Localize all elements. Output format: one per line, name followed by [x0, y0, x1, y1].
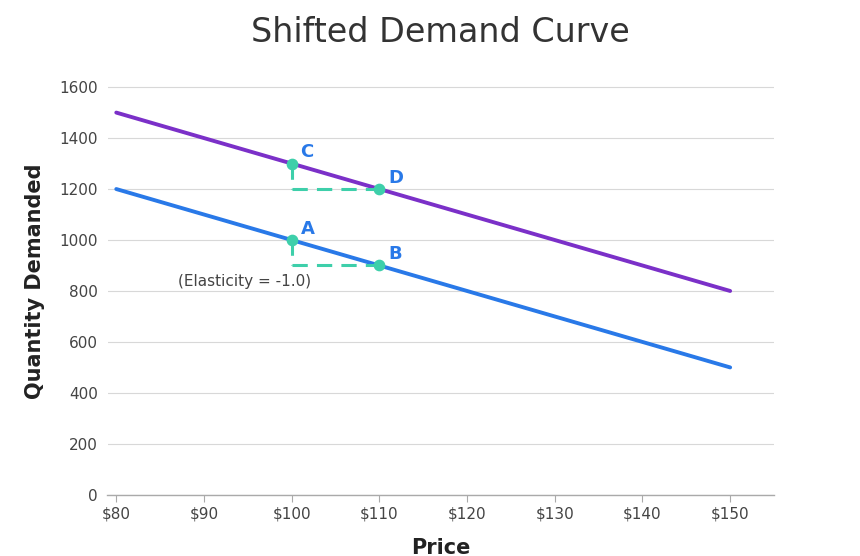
Title: Shifted Demand Curve: Shifted Demand Curve — [251, 16, 630, 49]
Text: B: B — [388, 245, 402, 263]
Point — [285, 159, 298, 168]
Text: C: C — [300, 143, 314, 161]
Text: A: A — [300, 220, 314, 237]
X-axis label: Price: Price — [411, 538, 470, 556]
Text: (Elasticity = -1.0): (Elasticity = -1.0) — [178, 274, 310, 289]
Point — [285, 236, 298, 245]
Point — [372, 261, 386, 270]
Point — [372, 185, 386, 193]
Y-axis label: Quantity Demanded: Quantity Demanded — [25, 163, 46, 399]
Text: D: D — [388, 168, 403, 187]
